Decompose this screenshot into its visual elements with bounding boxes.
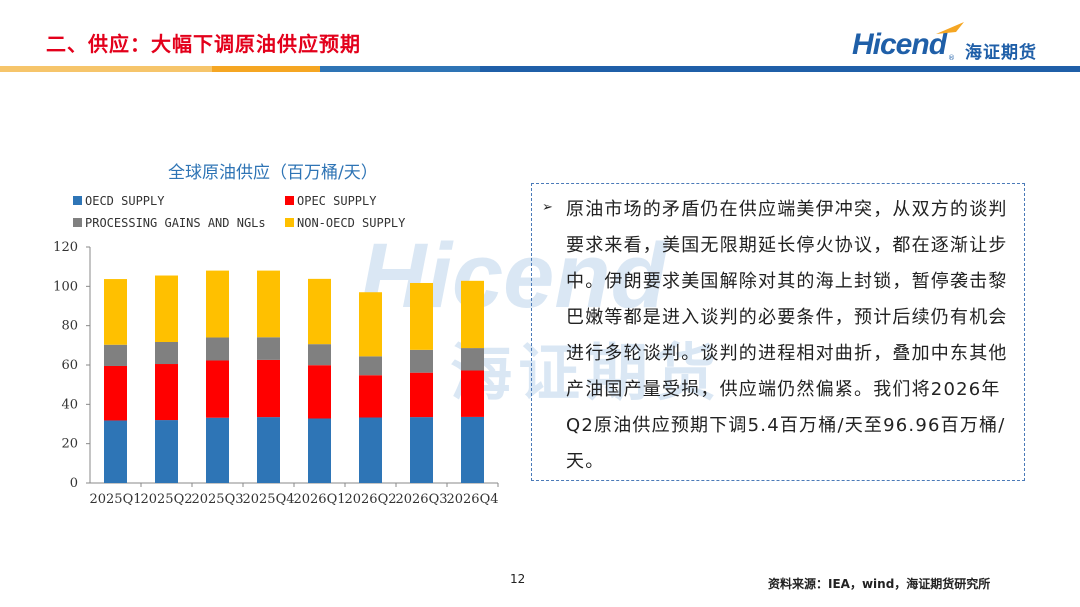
stacked-bar-chart: 0204060801001202025Q12025Q22025Q32025Q42… bbox=[53, 240, 498, 507]
bar-segment-processing bbox=[410, 349, 433, 373]
y-tick-label: 60 bbox=[61, 358, 78, 373]
brand-logo: Hicend ® 海证期货 bbox=[852, 22, 1052, 64]
bar-segment-oecd bbox=[308, 418, 331, 483]
legend-label-oecd: OECD SUPPLY bbox=[85, 194, 165, 208]
x-tick-label: 2025Q2 bbox=[140, 492, 192, 507]
y-tick-label: 100 bbox=[53, 279, 78, 294]
analysis-textbox: ➢ 原油市场的矛盾仍在供应端美伊冲突，从双方的谈判要求来看，美国无限期延长停火协… bbox=[531, 183, 1025, 481]
y-tick-label: 120 bbox=[53, 240, 78, 255]
logo-registered-mark: ® bbox=[948, 54, 955, 62]
bar-segment-non-oecd bbox=[410, 282, 433, 350]
x-tick-label: 2026Q4 bbox=[446, 492, 498, 507]
bar-segment-opec bbox=[257, 359, 280, 418]
bar-segment-processing bbox=[104, 344, 127, 366]
legend-item-non-oecd: NON-OECD SUPPLY bbox=[285, 216, 405, 230]
bar-segment-non-oecd bbox=[104, 279, 127, 345]
header-stripe-3 bbox=[320, 66, 480, 72]
legend-item-processing: PROCESSING GAINS AND NGLs bbox=[73, 216, 266, 230]
bullet-arrow-icon: ➢ bbox=[542, 200, 553, 215]
header-stripe-4 bbox=[480, 66, 1080, 72]
x-tick-label: 2026Q2 bbox=[344, 492, 396, 507]
bar-segment-oecd bbox=[461, 416, 484, 483]
bar-segment-oecd bbox=[104, 420, 127, 483]
bar-segment-non-oecd bbox=[308, 278, 331, 345]
bar-segment-processing bbox=[461, 348, 484, 371]
bar-segment-processing bbox=[155, 341, 178, 365]
y-tick-label: 20 bbox=[61, 437, 78, 452]
header-stripe-1 bbox=[0, 66, 212, 72]
bar-segment-non-oecd bbox=[155, 275, 178, 342]
page-title: 二、供应：大幅下调原油供应预期 bbox=[46, 32, 361, 56]
bar-segment-opec bbox=[155, 364, 178, 421]
x-tick-label: 2025Q4 bbox=[242, 492, 294, 507]
bar-segment-oecd bbox=[410, 417, 433, 483]
legend-label-non-oecd: NON-OECD SUPPLY bbox=[297, 216, 406, 230]
y-tick-label: 0 bbox=[70, 476, 78, 491]
bar-segment-opec bbox=[206, 360, 229, 418]
bar-segment-oecd bbox=[257, 417, 280, 483]
bar-segment-oecd bbox=[155, 420, 178, 483]
page-number: 12 bbox=[510, 572, 526, 586]
bar-segment-processing bbox=[359, 356, 382, 376]
logo-brand-text: Hicend bbox=[852, 28, 947, 61]
legend-swatch-non-oecd bbox=[285, 218, 294, 227]
source-note: 资料来源：IEA，wind，海证期货研究所 bbox=[768, 577, 991, 591]
bar-segment-oecd bbox=[206, 417, 229, 483]
y-tick-label: 80 bbox=[61, 319, 78, 334]
bar-segment-opec bbox=[461, 370, 484, 417]
y-tick-label: 40 bbox=[61, 397, 78, 412]
bar-segment-processing bbox=[257, 337, 280, 360]
legend-item-oecd: OECD SUPPLY bbox=[73, 194, 164, 208]
bar-segment-opec bbox=[359, 375, 382, 418]
bar-segment-opec bbox=[104, 365, 127, 421]
analysis-paragraph: 原油市场的矛盾仍在供应端美伊冲突，从双方的谈判要求来看，美国无限期延长停火协议，… bbox=[566, 199, 1008, 472]
bar-segment-processing bbox=[308, 344, 331, 366]
bar-segment-opec bbox=[410, 372, 433, 418]
bar-segment-non-oecd bbox=[461, 280, 484, 349]
x-tick-label: 2025Q1 bbox=[89, 492, 141, 507]
legend-swatch-processing bbox=[73, 218, 82, 227]
legend-label-opec: OPEC SUPPLY bbox=[297, 194, 377, 208]
bar-segment-non-oecd bbox=[257, 270, 280, 338]
logo-brand-cn: 海证期货 bbox=[965, 43, 1037, 63]
bar-segment-non-oecd bbox=[206, 270, 229, 338]
bar-segment-processing bbox=[206, 337, 229, 361]
legend-item-opec: OPEC SUPPLY bbox=[285, 194, 376, 208]
bar-segment-opec bbox=[308, 365, 331, 419]
legend-label-processing: PROCESSING GAINS AND NGLs bbox=[85, 216, 266, 230]
legend-swatch-oecd bbox=[73, 196, 82, 205]
x-tick-label: 2026Q3 bbox=[395, 492, 447, 507]
x-tick-label: 2026Q1 bbox=[293, 492, 345, 507]
legend-swatch-opec bbox=[285, 196, 294, 205]
bar-segment-oecd bbox=[359, 417, 382, 483]
chart-title: 全球原油供应（百万桶/天） bbox=[168, 163, 378, 183]
header-stripe-2 bbox=[212, 66, 320, 72]
logo-swoosh-icon bbox=[936, 22, 964, 34]
x-tick-label: 2025Q3 bbox=[191, 492, 243, 507]
bar-segment-non-oecd bbox=[359, 292, 382, 357]
